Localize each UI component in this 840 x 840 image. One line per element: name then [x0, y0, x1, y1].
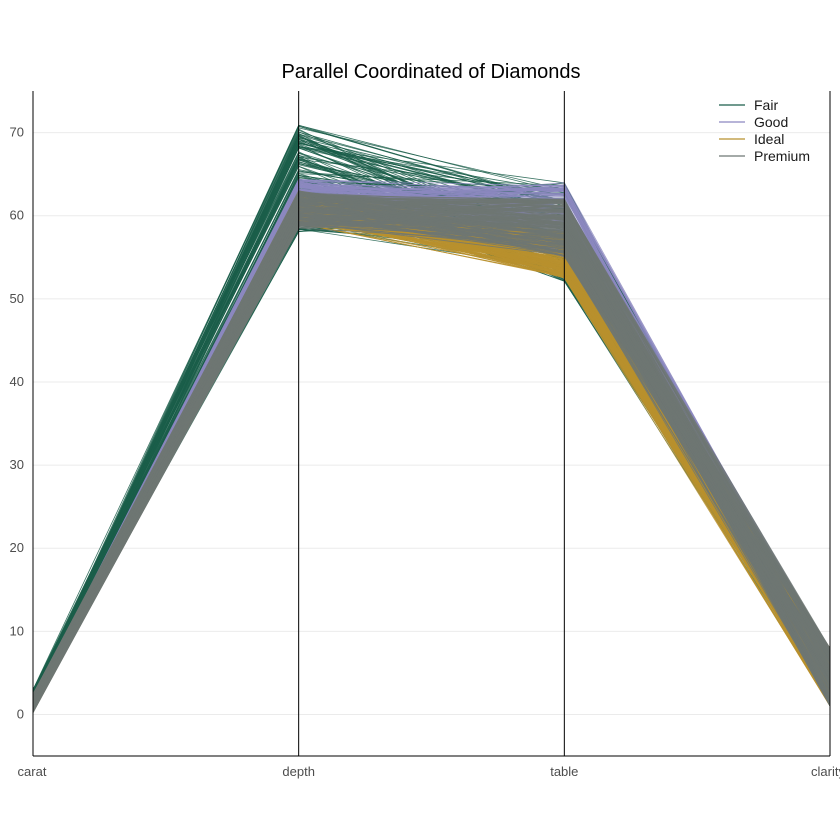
series-premium [32, 190, 831, 713]
legend-label: Good [754, 114, 788, 130]
dimension-label: depth [282, 764, 315, 779]
y-tick-label: 70 [10, 125, 24, 140]
dimension-label: clarity [811, 764, 840, 779]
y-tick-label: 30 [10, 457, 24, 472]
legend-label: Premium [754, 148, 810, 164]
data-line [32, 213, 831, 707]
legend-label: Fair [754, 97, 778, 113]
data-line [32, 203, 831, 710]
y-tick-label: 40 [10, 374, 24, 389]
dimension-labels: carat depth table clarity [18, 764, 840, 779]
y-tick-label: 20 [10, 540, 24, 555]
axes [32, 91, 831, 757]
chart-title: Parallel Coordinated of Diamonds [281, 61, 580, 83]
data-line [32, 213, 831, 710]
y-tick-label: 0 [17, 706, 24, 721]
data-line [32, 190, 831, 701]
dimension-label: table [550, 764, 578, 779]
dimension-label: carat [18, 764, 47, 779]
data-line [32, 199, 831, 703]
y-tick-label: 50 [10, 291, 24, 306]
data-lines [32, 124, 831, 713]
legend-label: Ideal [754, 131, 784, 147]
y-tick-label: 60 [10, 208, 24, 223]
data-line [32, 214, 831, 712]
data-line [32, 200, 831, 695]
y-tick-label: 10 [10, 623, 24, 638]
y-tick-labels: 0 10 20 30 40 50 60 70 [10, 125, 24, 722]
